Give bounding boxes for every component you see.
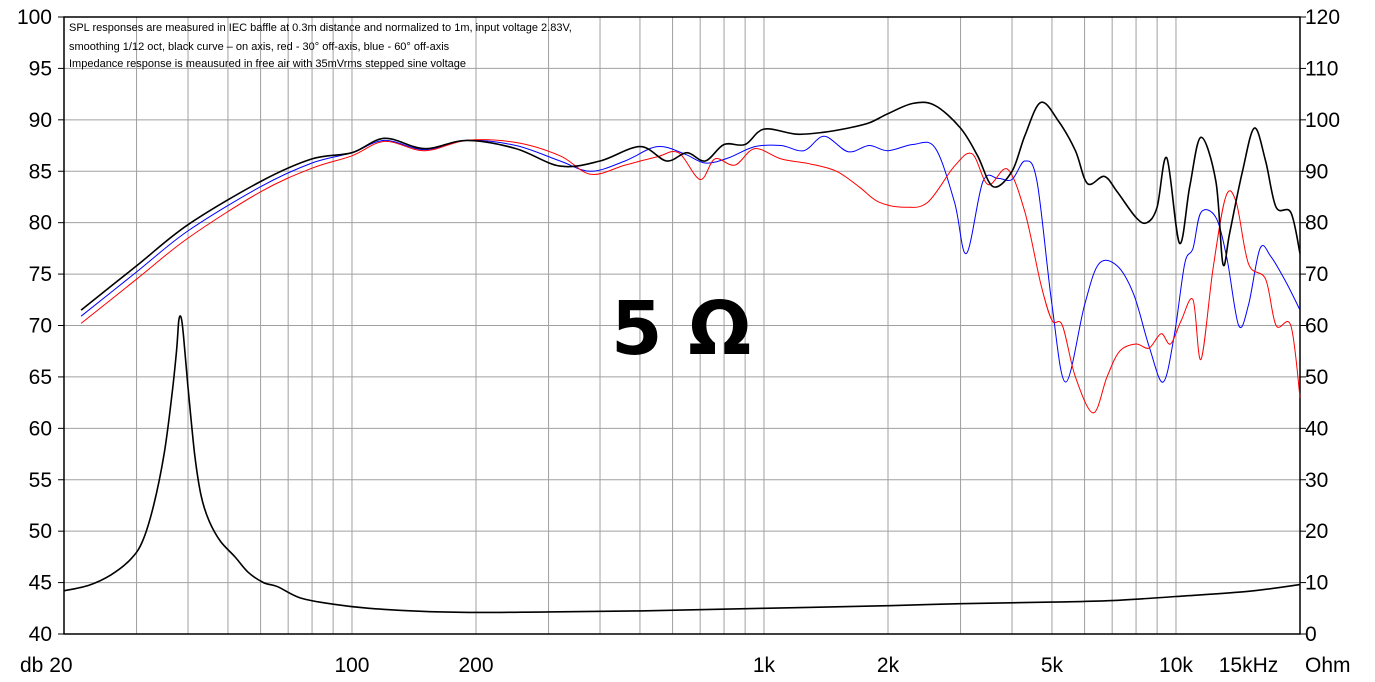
axis-ticks: 40 45 50 55 60 65 70 75 80 85 90 95 100 0 10 20 30 40 50 60… (17, 6, 1340, 677)
x-tick-label: 15kHz (1219, 654, 1279, 677)
left-tick-label: 55 (29, 469, 52, 492)
right-tick-label: 0 (1305, 623, 1317, 646)
right-tick-label: 90 (1305, 160, 1328, 183)
left-tick-label: 75 (29, 263, 52, 286)
left-tick-label: 45 (29, 572, 52, 595)
right-tick-label: 120 (1305, 6, 1340, 29)
right-tick-label: 30 (1305, 469, 1328, 492)
right-tick-label: 40 (1305, 417, 1328, 440)
left-tick-label: 95 (29, 57, 52, 80)
right-tick-label: 10 (1305, 572, 1328, 595)
left-tick-label: 65 (29, 366, 52, 389)
note-line-3: Impedance response is meausured in free … (69, 58, 466, 70)
x-right-label: Ohm (1305, 654, 1351, 677)
x-left-label: db 20 (20, 654, 73, 677)
note-line-1: SPL responses are measured in IEC baffle… (69, 22, 572, 34)
right-tick-label: 60 (1305, 315, 1328, 338)
right-tick-label: 70 (1305, 263, 1328, 286)
left-tick-label: 100 (17, 6, 52, 29)
right-tick-label: 110 (1305, 57, 1338, 80)
note-line-2: smoothing 1/12 oct, black curve – on axi… (69, 41, 450, 53)
right-tick-label: 100 (1305, 109, 1340, 132)
off-axis-60-curve (80, 135, 1301, 383)
x-tick-label: 1k (753, 654, 776, 677)
left-tick-label: 85 (29, 160, 52, 183)
x-tick-label: 200 (458, 654, 493, 677)
grid (64, 17, 1300, 634)
left-tick-label: 80 (29, 212, 52, 235)
x-tick-label: 10k (1159, 654, 1193, 677)
right-tick-label: 50 (1305, 366, 1328, 389)
off-axis-30-curve (80, 139, 1301, 414)
right-tick-label: 20 (1305, 520, 1328, 543)
x-tick-label: 2k (877, 654, 900, 677)
on-axis-curve (80, 101, 1301, 311)
impedance-annotation: 5 Ω (611, 286, 751, 372)
series-group (63, 101, 1301, 614)
right-tick-label: 80 (1305, 212, 1328, 235)
left-tick-label: 50 (29, 520, 52, 543)
left-tick-label: 40 (29, 623, 52, 646)
left-tick-label: 60 (29, 417, 52, 440)
x-tick-label: 100 (334, 654, 369, 677)
x-tick-label: 5k (1041, 654, 1064, 677)
left-tick-label: 70 (29, 315, 52, 338)
left-tick-label: 90 (29, 109, 52, 132)
impedance-curve (63, 315, 1301, 614)
